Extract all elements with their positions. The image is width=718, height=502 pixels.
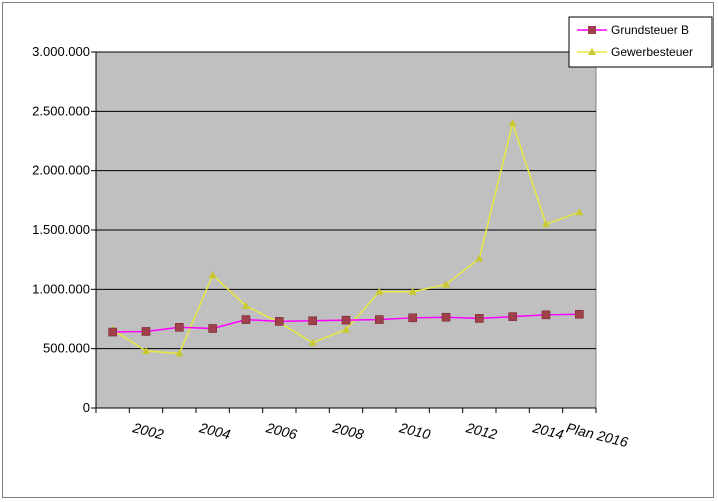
data-point — [408, 313, 417, 323]
legend-box — [568, 16, 713, 68]
data-point — [441, 312, 451, 322]
legend-item: Gewerbesteuer — [577, 45, 693, 59]
x-tick-label: Plan 2016 — [565, 419, 630, 450]
data-point — [108, 327, 117, 337]
legend-marker — [588, 26, 596, 34]
x-tick-label: 2002 — [130, 419, 165, 442]
data-point — [475, 254, 484, 262]
data-point — [242, 301, 250, 309]
x-tick-label: 2010 — [397, 419, 432, 442]
y-tick-label: 3.000.000 — [32, 44, 90, 59]
data-point — [408, 287, 417, 295]
data-point — [442, 280, 450, 288]
gridlines — [96, 51, 596, 350]
data-point — [208, 324, 217, 333]
data-point — [275, 317, 284, 326]
x-tick-label: 2008 — [330, 419, 365, 442]
data-point — [341, 315, 351, 325]
series-layer — [108, 119, 584, 357]
y-tick-label: 500.000 — [43, 341, 90, 356]
data-point — [208, 271, 217, 279]
data-point — [508, 119, 517, 127]
data-point — [375, 287, 384, 295]
x-tick-label: 2014 — [530, 419, 565, 442]
x-tick-label: 2012 — [464, 419, 499, 442]
y-tick-label: 2.000.000 — [32, 163, 90, 178]
data-point — [375, 315, 384, 324]
x-axis-ticks: 2002 2004 2006 2008 2010 2012 2014 Plan 2016 — [95, 408, 630, 450]
y-tick-label: 2.500.000 — [32, 103, 90, 118]
x-tick-label: 2004 — [197, 419, 232, 442]
data-point — [142, 347, 150, 355]
data-point — [475, 314, 484, 323]
legend-item: Grundsteuer B — [577, 23, 689, 37]
y-tick-label: 0 — [83, 400, 90, 415]
x-tick-label: 2006 — [264, 419, 299, 442]
data-point — [308, 316, 317, 326]
data-point — [241, 315, 251, 324]
data-point — [342, 325, 350, 333]
data-point — [575, 309, 584, 319]
legend-label: Grundsteuer B — [611, 23, 689, 37]
data-point — [141, 327, 151, 336]
legend-marker — [588, 48, 596, 55]
data-point — [175, 323, 184, 332]
y-tick-label: 1.500.000 — [32, 222, 90, 237]
data-point — [542, 220, 550, 228]
data-point — [175, 349, 184, 357]
data-point — [308, 338, 317, 346]
y-axis-ticks: 0 500.000 1.000.000 1.500.000 2.000.000 2.500… — [32, 44, 96, 415]
y-tick-label: 1.000.000 — [32, 281, 90, 296]
legend-label: Gewerbesteuer — [611, 45, 693, 59]
data-point — [575, 208, 584, 216]
data-point — [508, 312, 517, 321]
series-grundsteuer-b — [108, 309, 584, 337]
legend: Grundsteuer B Gewerbesteuer — [568, 16, 713, 68]
data-point — [541, 310, 551, 320]
